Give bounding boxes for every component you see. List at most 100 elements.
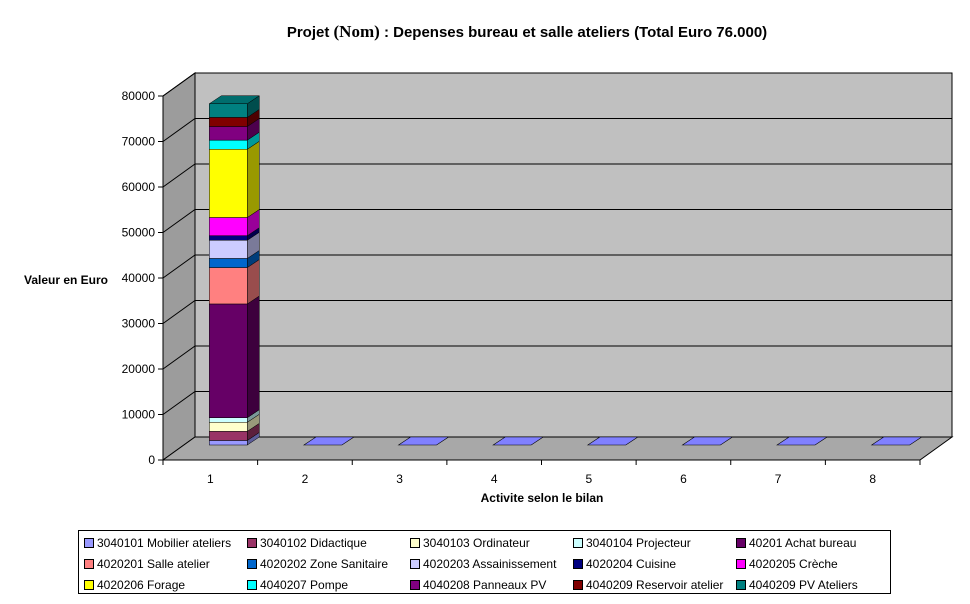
legend-item: 3040101 Mobilier ateliers <box>84 532 247 553</box>
legend-label: 4020205 Crèche <box>749 556 838 571</box>
floor <box>161 436 954 461</box>
legend-item: 4020202 Zone Sanitaire <box>247 553 410 574</box>
x-axis-label: Activite selon le bilan <box>481 491 604 505</box>
y-axis-ticks: 0 10000 20000 30000 40000 50000 60000 70000 8000… <box>122 89 920 467</box>
gridline <box>162 72 952 97</box>
bar-segment <box>209 417 248 423</box>
legend-swatch <box>247 579 257 590</box>
bar-segment <box>209 235 248 241</box>
y-tick-label: 30000 <box>122 317 156 331</box>
bar-stack-5 <box>586 436 639 446</box>
bar-segment <box>209 149 248 218</box>
legend-swatch <box>736 579 746 590</box>
legend-item: 4020203 Assainissement <box>410 553 573 574</box>
legend-label: 4020204 Cuisine <box>586 556 677 571</box>
gridline <box>162 300 952 324</box>
legend-item: 3040103 Ordinateur <box>410 532 573 553</box>
legend-item: 3040104 Projecteur <box>573 532 736 553</box>
bar-segment <box>209 103 248 118</box>
bar-stack-6 <box>681 436 734 446</box>
bars <box>208 95 923 446</box>
bar-segment <box>209 240 248 259</box>
legend-label: 4020203 Assainissement <box>423 556 557 571</box>
legend-label: 4040209 PV Ateliers <box>749 577 858 592</box>
legend-swatch <box>84 537 94 548</box>
legend-label: 3040103 Ordinateur <box>423 535 530 550</box>
chart: Projet (Nom) : Depenses bureau et salle … <box>24 22 954 505</box>
bar-segment <box>209 217 248 236</box>
bar-segment <box>209 431 248 441</box>
bar-stack-4 <box>492 436 545 446</box>
bar-segment <box>492 436 545 446</box>
bar-segment-side <box>247 140 260 218</box>
x-tick-label: 2 <box>302 472 309 486</box>
chart-title: Projet (Nom) : Depenses bureau et salle … <box>287 22 767 41</box>
legend-swatch <box>410 579 420 590</box>
legend-swatch <box>573 579 583 590</box>
bar-top <box>208 95 261 104</box>
bar-segment <box>209 258 248 268</box>
bar-segment <box>870 436 923 446</box>
legend-swatch <box>736 558 746 569</box>
legend-label: 4020202 Zone Sanitaire <box>260 556 389 571</box>
bar-segment <box>209 440 248 446</box>
gridline <box>162 254 952 279</box>
bar-stack-1 <box>208 95 261 446</box>
legend-label: 4020206 Forage <box>97 577 186 592</box>
legend-item: 4020206 Forage <box>84 574 247 595</box>
legend-label: 3040102 Didactique <box>260 535 367 550</box>
legend-item: 4040209 PV Ateliers <box>736 574 894 595</box>
gridline <box>162 209 952 233</box>
legend-item: 4020204 Cuisine <box>573 553 736 574</box>
bar-stack-3 <box>397 436 450 446</box>
legend-item: 40201 Achat bureau <box>736 532 894 553</box>
x-tick-label: 6 <box>680 472 687 486</box>
bar-segment <box>397 436 450 446</box>
y-axis-label: Valeur en Euro <box>24 273 108 287</box>
y-tick-label: 0 <box>148 453 155 467</box>
y-tick-label: 60000 <box>122 180 156 194</box>
legend-swatch <box>84 579 94 590</box>
legend-item: 4040207 Pompe <box>247 574 410 595</box>
y-tick-label: 70000 <box>122 135 156 149</box>
x-tick-label: 4 <box>491 472 498 486</box>
y-tick-label: 40000 <box>122 271 156 285</box>
legend-label: 3040101 Mobilier ateliers <box>97 535 232 550</box>
legend-swatch <box>247 558 257 569</box>
bar-segment <box>209 267 248 305</box>
bar-stack-7 <box>776 436 829 446</box>
x-axis-ticks: 1 2 3 4 5 6 7 8 <box>162 460 921 486</box>
x-tick-label: 1 <box>207 472 214 486</box>
gridline <box>162 163 952 188</box>
legend-label: 4040209 Reservoir atelier <box>586 577 724 592</box>
chart-walls <box>161 72 954 461</box>
x-tick-label: 5 <box>585 472 592 486</box>
y-tick-label: 80000 <box>122 89 156 103</box>
gridline <box>162 345 952 370</box>
y-tick-label: 10000 <box>122 408 156 422</box>
bar-segment-side <box>247 295 260 419</box>
legend-swatch <box>573 537 583 548</box>
bar-segment <box>681 436 734 446</box>
legend-item: 3040102 Didactique <box>247 532 410 553</box>
legend-label: 4020201 Salle atelier <box>97 556 210 571</box>
x-tick-label: 3 <box>396 472 403 486</box>
legend-label: 4040208 Panneaux PV <box>423 577 547 592</box>
legend-label: 40201 Achat bureau <box>749 535 857 550</box>
y-tick-label: 50000 <box>122 226 156 240</box>
bar-segment <box>209 126 248 141</box>
legend-item: 4040209 Reservoir atelier <box>573 574 736 595</box>
legend-swatch <box>410 537 420 548</box>
bar-segment <box>209 303 248 418</box>
legend-swatch <box>573 558 583 569</box>
legend-swatch <box>84 558 94 569</box>
gridline <box>162 118 952 142</box>
legend-item: 4020205 Crèche <box>736 553 894 574</box>
legend-label: 3040104 Projecteur <box>586 535 691 550</box>
gridlines <box>162 72 952 415</box>
x-tick-label: 7 <box>775 472 782 486</box>
bar-stack-2 <box>302 436 355 446</box>
bar-segment <box>302 436 355 446</box>
legend-swatch <box>247 537 257 548</box>
x-tick-label: 8 <box>869 472 876 486</box>
